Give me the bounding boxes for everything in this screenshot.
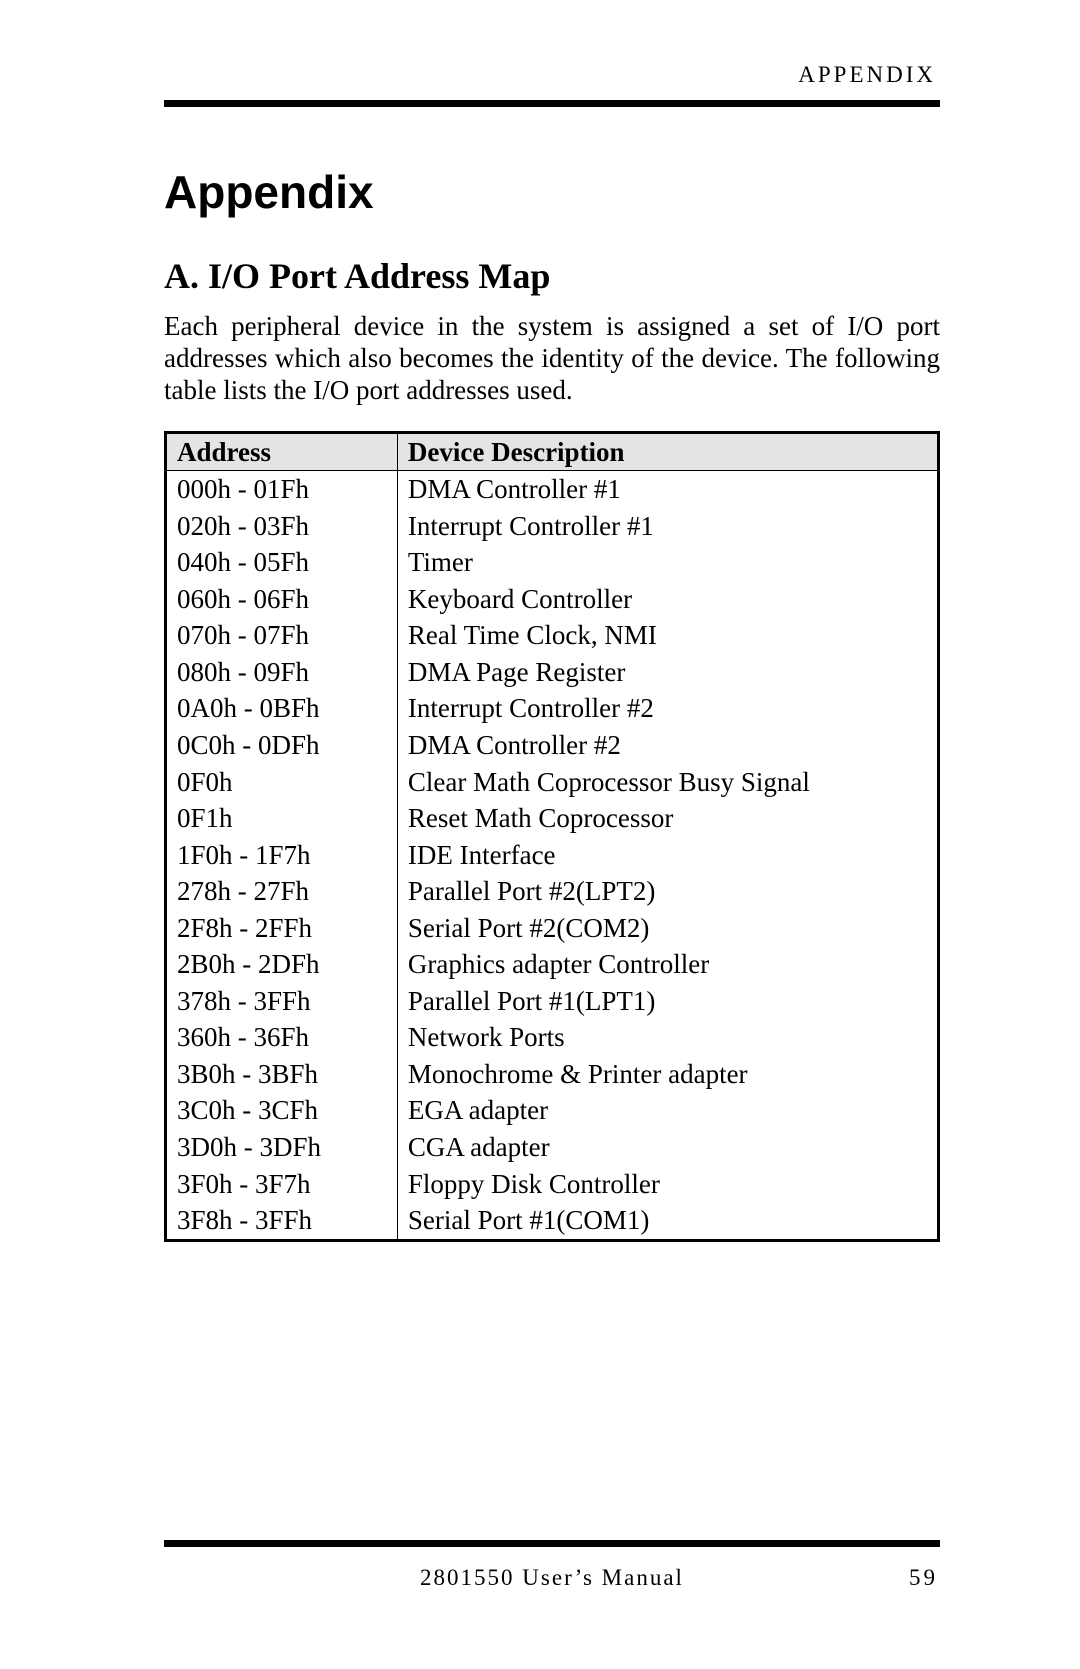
table-cell-description: Monochrome & Printer adapter [397, 1056, 938, 1093]
table-cell-address: 0A0h - 0BFh [166, 690, 398, 727]
table-cell-description: IDE Interface [397, 837, 938, 874]
table-row: 3D0h - 3DFhCGA adapter [166, 1129, 939, 1166]
table-row: 278h - 27FhParallel Port #2(LPT2) [166, 873, 939, 910]
table-row: 080h - 09FhDMA Page Register [166, 654, 939, 691]
table-cell-address: 080h - 09Fh [166, 654, 398, 691]
table-row: 060h - 06FhKeyboard Controller [166, 581, 939, 618]
table-cell-address: 360h - 36Fh [166, 1019, 398, 1056]
table-cell-description: Serial Port #2(COM2) [397, 910, 938, 947]
table-cell-description: DMA Page Register [397, 654, 938, 691]
table-cell-address: 000h - 01Fh [166, 471, 398, 508]
table-cell-description: Graphics adapter Controller [397, 946, 938, 983]
table-cell-address: 0F0h [166, 764, 398, 801]
table-cell-address: 3C0h - 3CFh [166, 1092, 398, 1129]
table-cell-address: 070h - 07Fh [166, 617, 398, 654]
header-label: APPENDIX [164, 62, 940, 88]
table-cell-description: Keyboard Controller [397, 581, 938, 618]
header-rule [164, 100, 940, 107]
table-cell-address: 040h - 05Fh [166, 544, 398, 581]
io-port-table: Address Device Description 000h - 01FhDM… [164, 431, 940, 1242]
table-cell-address: 3D0h - 3DFh [166, 1129, 398, 1166]
table-cell-address: 3F8h - 3FFh [166, 1202, 398, 1240]
table-header-description: Device Description [397, 432, 938, 471]
page-title: Appendix [164, 165, 940, 219]
table-cell-description: Parallel Port #2(LPT2) [397, 873, 938, 910]
table-cell-address: 2B0h - 2DFh [166, 946, 398, 983]
table-header-row: Address Device Description [166, 432, 939, 471]
table-cell-address: 3F0h - 3F7h [166, 1166, 398, 1203]
table-cell-description: Interrupt Controller #2 [397, 690, 938, 727]
table-row: 3B0h - 3BFhMonochrome & Printer adapter [166, 1056, 939, 1093]
table-cell-address: 278h - 27Fh [166, 873, 398, 910]
page-footer: 2801550 User’s Manual 59 [164, 1540, 940, 1591]
table-cell-address: 378h - 3FFh [166, 983, 398, 1020]
table-cell-address: 060h - 06Fh [166, 581, 398, 618]
table-cell-address: 1F0h - 1F7h [166, 837, 398, 874]
table-cell-description: Interrupt Controller #1 [397, 508, 938, 545]
table-cell-address: 0C0h - 0DFh [166, 727, 398, 764]
table-cell-description: DMA Controller #1 [397, 471, 938, 508]
table-row: 0A0h - 0BFhInterrupt Controller #2 [166, 690, 939, 727]
table-row: 020h - 03FhInterrupt Controller #1 [166, 508, 939, 545]
table-cell-description: EGA adapter [397, 1092, 938, 1129]
table-cell-description: Timer [397, 544, 938, 581]
footer-page-number: 59 [909, 1565, 938, 1591]
table-cell-address: 020h - 03Fh [166, 508, 398, 545]
table-row: 0F1hReset Math Coprocessor [166, 800, 939, 837]
table-cell-description: DMA Controller #2 [397, 727, 938, 764]
table-cell-description: Floppy Disk Controller [397, 1166, 938, 1203]
section-heading: A. I/O Port Address Map [164, 255, 940, 297]
table-row: 0C0h - 0DFhDMA Controller #2 [166, 727, 939, 764]
table-row: 040h - 05FhTimer [166, 544, 939, 581]
table-row: 0F0hClear Math Coprocessor Busy Signal [166, 764, 939, 801]
footer-rule [164, 1540, 940, 1547]
table-cell-description: Parallel Port #1(LPT1) [397, 983, 938, 1020]
table-row: 2F8h - 2FFhSerial Port #2(COM2) [166, 910, 939, 947]
table-cell-description: Reset Math Coprocessor [397, 800, 938, 837]
table-row: 3F0h - 3F7hFloppy Disk Controller [166, 1166, 939, 1203]
footer-manual-label: 2801550 User’s Manual [420, 1565, 684, 1591]
table-cell-address: 3B0h - 3BFh [166, 1056, 398, 1093]
table-cell-address: 2F8h - 2FFh [166, 910, 398, 947]
table-cell-description: Network Ports [397, 1019, 938, 1056]
table-row: 3C0h - 3CFhEGA adapter [166, 1092, 939, 1129]
table-cell-description: Real Time Clock, NMI [397, 617, 938, 654]
table-cell-address: 0F1h [166, 800, 398, 837]
table-cell-description: Serial Port #1(COM1) [397, 1202, 938, 1240]
table-row: 000h - 01FhDMA Controller #1 [166, 471, 939, 508]
table-row: 360h - 36FhNetwork Ports [166, 1019, 939, 1056]
table-row: 3F8h - 3FFhSerial Port #1(COM1) [166, 1202, 939, 1240]
table-cell-description: Clear Math Coprocessor Busy Signal [397, 764, 938, 801]
table-header-address: Address [166, 432, 398, 471]
table-row: 2B0h - 2DFhGraphics adapter Controller [166, 946, 939, 983]
intro-paragraph: Each peripheral device in the system is … [164, 311, 940, 407]
table-cell-description: CGA adapter [397, 1129, 938, 1166]
table-row: 1F0h - 1F7hIDE Interface [166, 837, 939, 874]
table-row: 378h - 3FFhParallel Port #1(LPT1) [166, 983, 939, 1020]
table-row: 070h - 07FhReal Time Clock, NMI [166, 617, 939, 654]
